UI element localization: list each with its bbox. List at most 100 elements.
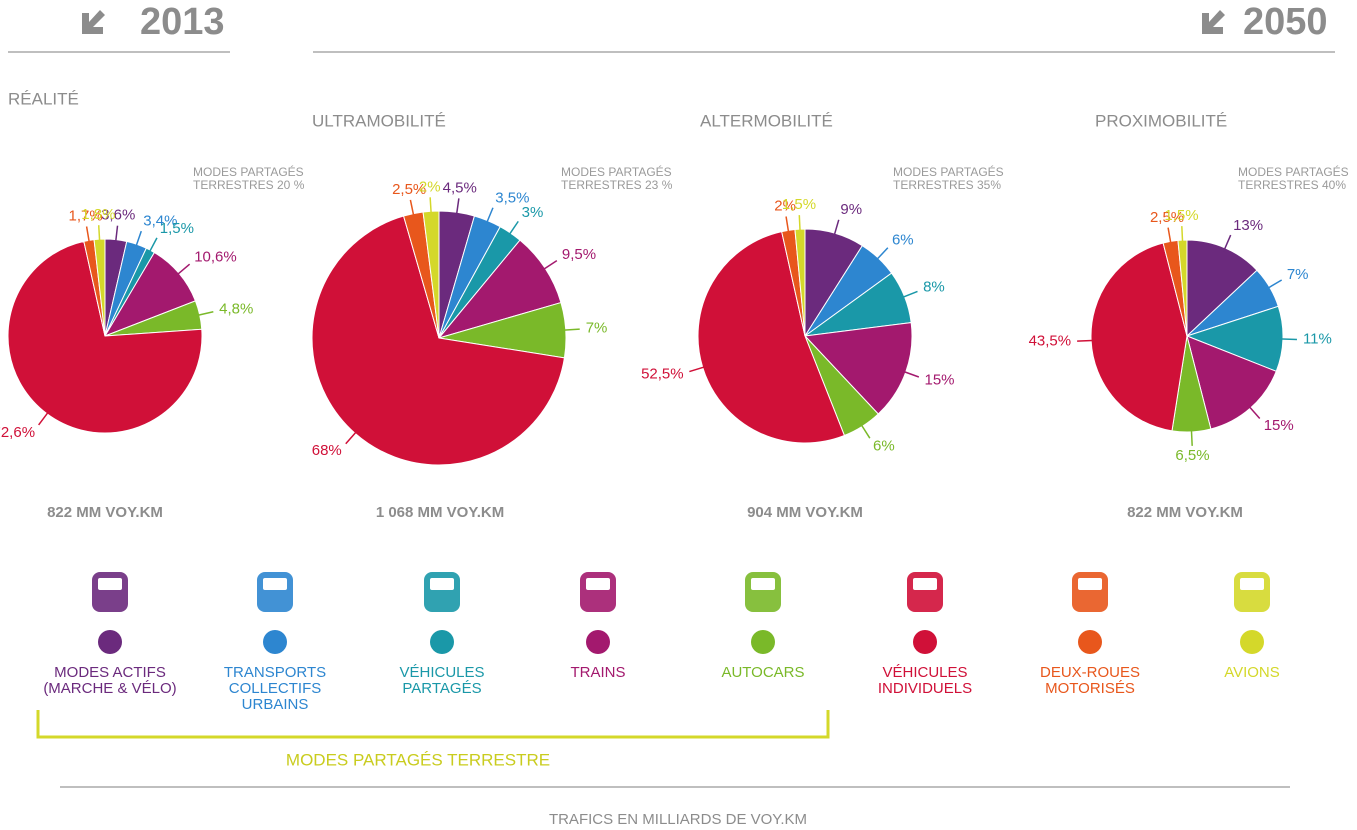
value-label: 7%: [586, 319, 608, 336]
leader-line: [798, 215, 801, 234]
leader-line: [1167, 227, 1172, 246]
leader-line: [147, 237, 158, 255]
leader-line: [1077, 339, 1096, 342]
value-label: 43,5%: [1029, 333, 1072, 350]
leader-line: [1181, 226, 1184, 245]
legend-label: TRAINS: [570, 664, 625, 681]
total: 904 MM VOY.KM: [747, 504, 863, 521]
leader-line: [485, 207, 494, 225]
leader-line: [345, 429, 359, 445]
legend-label: COLLECTIFS: [229, 680, 322, 697]
value-label: 1,5%: [1164, 207, 1198, 224]
value-label: 3%: [522, 204, 544, 221]
value-label: 2%: [419, 178, 441, 195]
value-label: 10,6%: [194, 249, 237, 266]
leader-line: [134, 230, 142, 249]
value-label: 2%: [774, 198, 796, 215]
leader-line: [874, 247, 889, 262]
note: MODES PARTAGÉS: [561, 164, 672, 179]
leader-line: [541, 259, 558, 272]
scenario-title: RÉALITÉ: [8, 89, 79, 108]
value-label: 7%: [1287, 266, 1309, 283]
legend-dot: [586, 630, 610, 654]
value-label: 2,5%: [1150, 209, 1184, 226]
legend-label: DEUX-ROUES: [1040, 664, 1140, 681]
value-label: 68%: [312, 442, 342, 459]
leader-line: [85, 226, 91, 245]
note: MODES PARTAGÉS: [893, 164, 1004, 179]
leader-line: [429, 197, 433, 216]
value-label: 3,6%: [101, 207, 135, 224]
leader-line: [901, 370, 920, 378]
legend-label: URBAINS: [242, 696, 309, 713]
value-label: 4,5%: [443, 179, 477, 196]
legend-dot: [263, 630, 287, 654]
leader-line: [689, 365, 707, 373]
scenario-title: ULTRAMOBILITÉ: [312, 111, 446, 130]
leader-line: [38, 410, 50, 426]
leader-line: [1190, 427, 1193, 446]
total: 822 MM VOY.KM: [1127, 504, 1243, 521]
value-label: 6%: [892, 231, 914, 248]
scenario-title: ALTERMOBILITÉ: [700, 111, 833, 130]
mode-icon-window: [751, 578, 775, 590]
legend-label: VÉHICULES: [882, 664, 967, 681]
value-label: 11%: [1303, 331, 1332, 348]
legend-label: AVIONS: [1224, 664, 1280, 681]
mode-icon-window: [98, 578, 122, 590]
leader-line: [561, 328, 580, 332]
value-label: 1,7%: [69, 208, 103, 225]
footer: TRAFICS EN MILLIARDS DE VOY.KM: [549, 811, 807, 828]
year-left: 2013: [140, 1, 225, 43]
value-label: 3,4%: [143, 213, 177, 230]
value-label: 1,5%: [160, 220, 194, 237]
leader-line: [859, 422, 871, 439]
legend-label: PARTAGÉS: [402, 680, 481, 697]
legend-dot: [1078, 630, 1102, 654]
leader-line: [1278, 338, 1297, 341]
note: TERRESTRES 23 %: [561, 178, 673, 192]
leader-line: [455, 198, 460, 217]
leader-line: [409, 199, 415, 218]
legend-dot: [913, 630, 937, 654]
legend-label: MODES ACTIFS: [54, 664, 166, 681]
leader-line: [175, 263, 191, 277]
mode-icon-window: [913, 578, 937, 590]
mode-icon-window: [586, 578, 610, 590]
value-label: 6%: [873, 438, 895, 455]
legend-label: INDIVIDUELS: [878, 680, 972, 697]
leader-line: [785, 216, 790, 235]
leader-line: [97, 225, 101, 244]
total: 1 068 MM VOY.KM: [376, 504, 504, 521]
leader-line: [1265, 279, 1283, 290]
value-label: 72,6%: [0, 424, 35, 441]
value-label: 1,5%: [782, 196, 816, 213]
leader-line: [195, 311, 214, 317]
value-label: 13%: [1233, 217, 1263, 234]
value-label: 3,5%: [495, 189, 529, 206]
year-right: 2050: [1243, 1, 1328, 43]
total: 822 MM VOY.KM: [47, 504, 163, 521]
leader-line: [1247, 404, 1261, 420]
value-label: 15%: [924, 371, 954, 388]
value-label: 2,5%: [392, 181, 426, 198]
value-label: 4,8%: [219, 301, 253, 318]
value-label: 52,5%: [641, 365, 684, 382]
note: MODES PARTAGÉS: [193, 164, 304, 179]
leader-line: [114, 225, 119, 244]
leader-line: [833, 219, 840, 238]
legend-dot: [98, 630, 122, 654]
leader-line: [900, 290, 918, 299]
legend-label: MOTORISÉS: [1045, 680, 1135, 697]
note: TERRESTRES 20 %: [193, 178, 305, 192]
legend-label: TRANSPORTS: [224, 664, 326, 681]
mode-icon-window: [263, 578, 287, 590]
value-label: 9%: [840, 201, 862, 218]
leader-line: [507, 220, 519, 237]
value-label: 8%: [923, 279, 945, 296]
note: MODES PARTAGÉS: [1238, 164, 1349, 179]
mode-icon-window: [1078, 578, 1102, 590]
group-label: MODES PARTAGÉS TERRESTRE: [286, 750, 550, 769]
legend-dot: [751, 630, 775, 654]
